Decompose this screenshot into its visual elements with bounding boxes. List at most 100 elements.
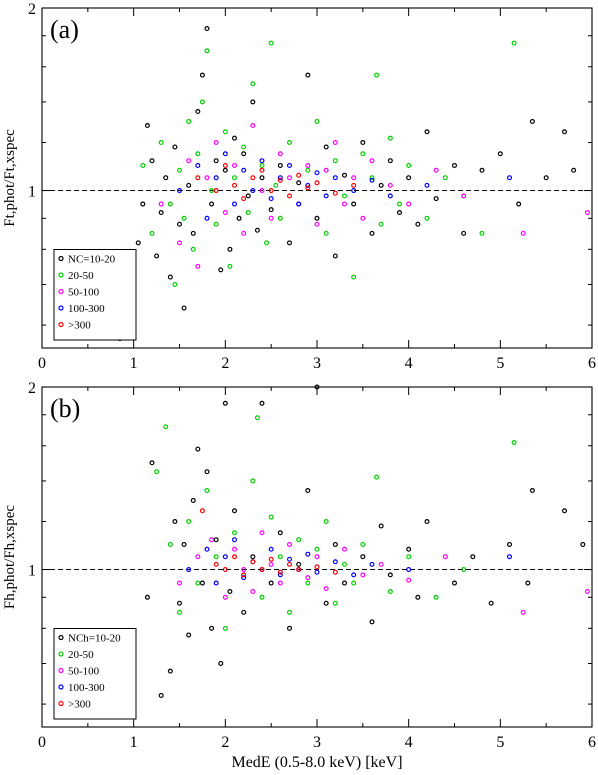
data-point [250,554,256,560]
legend-label: NC=10-20 [68,254,116,266]
data-point [268,580,274,586]
data-point [167,274,173,280]
data-point [172,144,178,150]
legend-label: >300 [68,699,91,711]
data-point [529,488,535,494]
data-point [213,175,219,181]
data-point [305,580,311,586]
data-point [314,180,320,186]
data-point [144,123,150,129]
data-point [406,554,412,560]
data-point [222,129,228,135]
data-point [199,508,205,514]
series-4 [199,508,338,578]
data-point [241,609,247,615]
data-point [561,129,567,135]
data-point [268,40,274,46]
x-tick-label: 0 [38,355,46,372]
legend-marker [58,684,64,690]
data-point [360,140,366,146]
data-point [406,201,412,207]
data-point [195,162,201,168]
data-point [314,564,320,570]
y-tick-label: 1 [28,184,36,201]
y-axis-label: Fh,phot/Fh,xspec [2,505,18,610]
data-point [209,625,215,631]
data-point [245,193,251,199]
data-point [181,541,187,547]
x-tick-label: 4 [405,734,413,751]
x-tick-label: 6 [588,734,596,751]
data-point [232,508,238,514]
data-point [520,609,526,615]
x-tick-label: 1 [130,734,138,751]
data-point [213,221,219,227]
data-point [296,180,302,186]
data-point [360,572,366,578]
data-point [186,118,192,124]
data-point [314,221,320,227]
data-point [167,541,173,547]
legend-label: NCh=10-20 [68,633,121,645]
data-point [406,546,412,552]
data-point [268,514,274,520]
data-point [351,274,357,280]
data-point [287,561,293,567]
legend-label: 20-50 [68,649,94,661]
data-point [314,170,320,176]
data-point [369,619,375,625]
data-point [268,215,274,221]
data-point [204,469,210,475]
legend-label: 100-300 [68,303,105,315]
data-point [287,162,293,168]
data-point [323,193,329,199]
data-point [241,230,247,236]
data-point [323,586,329,592]
data-point [332,253,338,259]
legend-marker [58,321,64,328]
data-point [209,537,215,543]
data-point [287,541,293,547]
data-point [268,546,274,552]
data-point [488,600,494,606]
legend-box [53,628,137,720]
data-point [172,281,178,287]
data-point [332,559,338,565]
data-point [360,215,366,221]
data-point [296,537,302,543]
x-tick-label: 5 [496,734,504,751]
data-point [296,567,302,573]
data-point [277,580,283,586]
data-point [167,201,173,207]
data-point [507,541,513,547]
legend-marker [58,700,64,707]
y-axis-label: Ft,phot/Ft,xspec [2,129,18,227]
data-point [209,201,215,207]
data-point [277,572,283,578]
data-point [213,188,219,194]
data-point [351,580,357,586]
data-point [209,188,215,194]
data-point [287,609,293,615]
data-point [135,240,141,246]
data-point [241,572,247,578]
data-point [241,196,247,202]
data-point [259,162,265,168]
data-point [433,594,439,600]
data-point [305,162,311,168]
legend-label: 50-100 [68,666,100,678]
data-point [374,72,380,78]
series-1 [154,415,517,631]
data-point [204,175,210,181]
data-point [305,185,311,191]
data-point [195,109,201,115]
data-point [305,551,311,557]
data-point [177,600,183,606]
data-point [232,546,238,552]
data-point [181,215,187,221]
data-point [140,201,146,207]
series-1 [140,40,517,287]
data-point [250,99,256,105]
data-point [314,215,320,221]
